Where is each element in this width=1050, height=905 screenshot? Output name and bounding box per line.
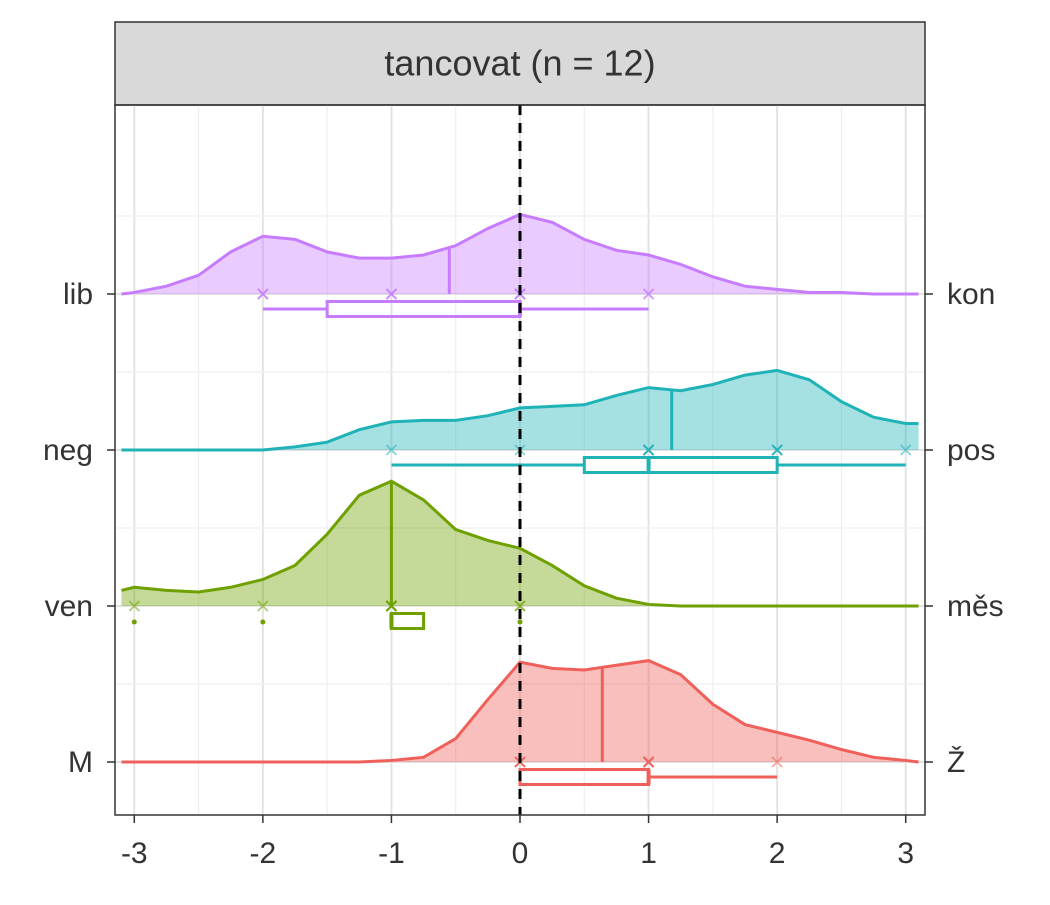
outlier	[517, 619, 523, 625]
y2-tick-label: měs	[947, 590, 1004, 623]
data-point	[385, 444, 398, 456]
density-area	[121, 660, 919, 762]
density-area	[121, 370, 919, 450]
box	[325, 300, 522, 318]
y-tick-label: M	[68, 746, 93, 779]
data-point	[642, 444, 655, 456]
density-line	[121, 479, 919, 608]
data-point	[128, 600, 140, 612]
data-point	[771, 444, 783, 456]
plot	[121, 105, 919, 815]
data-point	[257, 600, 269, 612]
x-tick-label: 0	[512, 837, 529, 870]
data-point	[385, 600, 398, 612]
y2-tick-label: Ž	[947, 746, 965, 779]
data-point	[642, 756, 655, 768]
chart-title: tancovat (n = 12)	[384, 43, 655, 84]
data-point	[771, 756, 783, 768]
x-tick-label: 2	[769, 837, 786, 870]
x-tick-label: -3	[121, 837, 148, 870]
data-point	[257, 288, 269, 300]
density-line	[121, 659, 919, 764]
y-tick-label: neg	[43, 434, 93, 467]
x-tick-label: -1	[378, 837, 405, 870]
data-point	[514, 600, 526, 612]
outlier	[131, 619, 137, 625]
x-tick-label: -2	[250, 837, 277, 870]
outlier	[260, 619, 266, 625]
data-point	[385, 288, 398, 300]
box	[389, 612, 426, 630]
density-line	[121, 368, 919, 452]
box	[582, 456, 779, 474]
y-tick-label: ven	[45, 590, 93, 623]
y2-tick-label: pos	[947, 434, 995, 467]
density-area	[121, 481, 919, 606]
data-point	[642, 288, 655, 300]
y-tick-label: lib	[63, 278, 93, 311]
data-point	[900, 444, 912, 456]
x-tick-label: 3	[897, 837, 914, 870]
strip	[114, 21, 926, 106]
y2-tick-label: kon	[947, 278, 995, 311]
x-tick-label: 1	[640, 837, 657, 870]
